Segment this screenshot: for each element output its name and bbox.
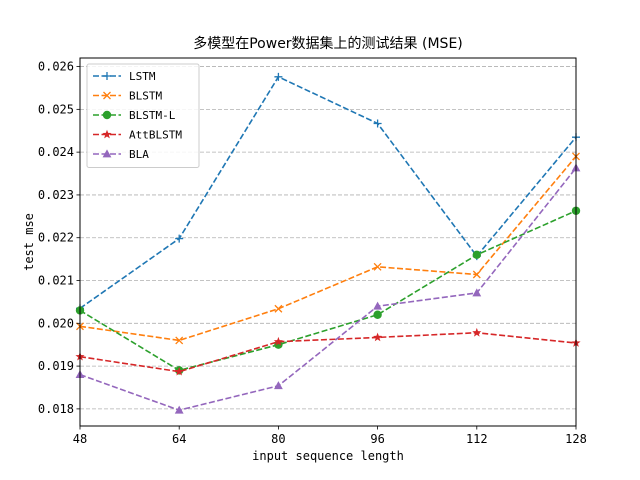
series-blstm bbox=[76, 152, 580, 345]
data-point-lstm bbox=[175, 234, 184, 243]
series-blstm-l bbox=[75, 206, 581, 375]
data-point-lstm bbox=[274, 72, 283, 81]
x-tick-label: 128 bbox=[565, 432, 587, 446]
data-point-blstm-l bbox=[373, 310, 382, 319]
legend-marker bbox=[102, 110, 112, 120]
x-tick-label: 80 bbox=[271, 432, 285, 446]
y-tick-label: 0.020 bbox=[38, 316, 74, 330]
data-point-attblstm bbox=[373, 332, 383, 342]
y-axis-label: test mse bbox=[22, 213, 36, 271]
y-tick-label: 0.024 bbox=[38, 145, 74, 159]
plot-area-frame bbox=[79, 57, 577, 427]
data-point-bla bbox=[373, 301, 382, 310]
legend-label: LSTM bbox=[129, 70, 156, 83]
legend-marker bbox=[103, 91, 111, 100]
series-line-blstm-l bbox=[79, 210, 577, 372]
data-point-bla bbox=[274, 381, 283, 390]
legend-marker bbox=[102, 129, 112, 139]
data-point-blstm bbox=[274, 304, 283, 313]
x-tick-label: 64 bbox=[172, 432, 186, 446]
series-attblstm bbox=[75, 327, 581, 376]
data-point-attblstm bbox=[273, 336, 283, 346]
data-point-blstm bbox=[373, 262, 382, 271]
data-point-blstm bbox=[472, 270, 481, 279]
y-tick-label: 0.019 bbox=[38, 359, 74, 373]
legend-item-blstm-l: BLSTM-L bbox=[93, 109, 176, 122]
y-axis: 0.018 0.019 0.020 0.021 0.022 0.023 0.024 0.025… bbox=[38, 60, 80, 416]
x-tick-label: 96 bbox=[370, 432, 384, 446]
y-tick-label: 0.023 bbox=[38, 188, 74, 202]
y-tick-label: 0.021 bbox=[38, 274, 74, 288]
legend-box bbox=[86, 63, 200, 168]
data-point-lstm bbox=[373, 119, 382, 128]
data-point-bla bbox=[174, 405, 184, 414]
legend-marker bbox=[102, 149, 112, 158]
legend-item-blstm: BLSTM bbox=[93, 90, 162, 103]
data-point-attblstm bbox=[472, 327, 482, 337]
x-tick-label: 112 bbox=[466, 432, 488, 446]
data-point-bla bbox=[472, 288, 482, 297]
y-tick-label: 0.018 bbox=[38, 402, 74, 416]
series-line-lstm bbox=[79, 75, 577, 309]
data-point-blstm-l bbox=[274, 340, 283, 349]
y-tick-label: 0.025 bbox=[38, 102, 74, 116]
y-tick-label: 0.022 bbox=[38, 231, 74, 245]
legend-item-lstm: LSTM bbox=[93, 70, 156, 83]
legend-label: BLSTM bbox=[129, 90, 162, 103]
chart-title: 多模型在Power数据集上的测试结果 (MSE) bbox=[193, 35, 463, 52]
legend-item-attblstm: AttBLSTM bbox=[93, 129, 182, 142]
series-bla bbox=[75, 163, 581, 414]
y-tick-label: 0.026 bbox=[38, 60, 74, 74]
data-point-attblstm bbox=[174, 366, 184, 376]
legend-label: AttBLSTM bbox=[129, 129, 182, 142]
series-line-blstm bbox=[79, 155, 577, 342]
grid-lines bbox=[80, 66, 576, 410]
x-tick-label: 48 bbox=[73, 432, 87, 446]
legend-label: BLA bbox=[129, 148, 149, 161]
data-point-blstm-l bbox=[472, 250, 481, 260]
legend-item-bla: BLA bbox=[93, 148, 149, 161]
legend-marker bbox=[103, 72, 111, 80]
series-line-attblstm bbox=[79, 331, 577, 373]
x-axis-label: input sequence length bbox=[252, 449, 404, 463]
series-line-bla bbox=[79, 167, 577, 412]
series-layer bbox=[75, 72, 581, 414]
data-point-blstm bbox=[175, 336, 184, 345]
x-axis: 48 64 80 96 112 128 bbox=[73, 426, 587, 446]
legend: LSTM BLSTM BLSTM-L AttBLSTM BLA bbox=[86, 63, 200, 168]
legend-label: BLSTM-L bbox=[129, 109, 176, 122]
